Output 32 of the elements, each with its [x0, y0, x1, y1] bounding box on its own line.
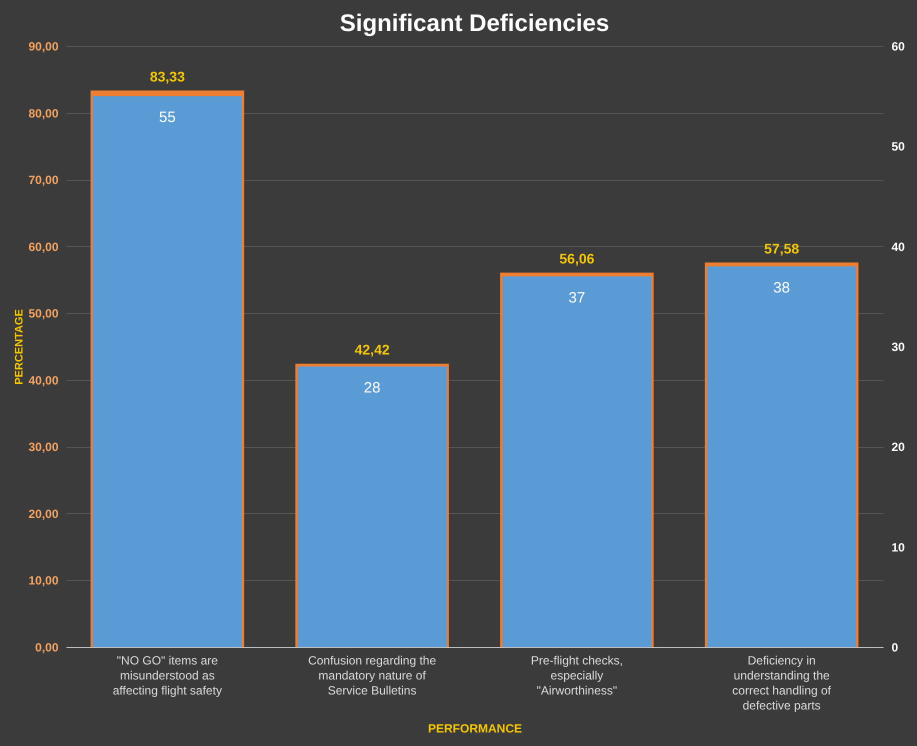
data-label: 83,33: [150, 68, 186, 85]
y-tick-label: 0,00: [35, 640, 59, 654]
y2-tick-label: 20: [892, 440, 906, 454]
chart-title: Significant Deficiencies: [340, 10, 610, 37]
y-tick-label: 90,00: [28, 40, 59, 54]
x-tick-label: Confusion regarding the mandatory nature of Service Bulletins: [308, 654, 436, 698]
x-axis-title: PERFORMANCE: [428, 722, 522, 736]
y-tick-label: 20,00: [28, 506, 59, 521]
y-tick-label: 50,00: [28, 306, 59, 321]
y2-tick-label: 50: [892, 140, 906, 154]
y-tick-label: 80,00: [28, 106, 59, 120]
data-label: 37: [568, 289, 586, 306]
y-tick-label: 70,00: [28, 173, 59, 188]
data-label: 42,42: [354, 342, 390, 358]
x-tick-label: Pre-flight checks, especially "Airworthiness": [530, 654, 623, 698]
x-tick-label: "NO GO" items are misunderstood as affecting flight safety: [112, 654, 222, 698]
data-label: 38: [773, 279, 790, 296]
data-label: 56,06: [559, 250, 595, 267]
data-label: 57,58: [764, 240, 800, 256]
x-tick-label: Deficiency in understanding the correct handling of defective parts: [732, 654, 832, 712]
y-tick-label: 30,00: [28, 440, 59, 454]
y-tick-label: 40,00: [28, 373, 59, 388]
y-tick-label: 60,00: [28, 240, 59, 254]
y2-tick-label: 30: [892, 340, 906, 354]
y-axis-title: PERCENTAGE: [13, 309, 26, 385]
y2-tick-label: 0: [892, 640, 898, 654]
y-tick-label: 10,00: [28, 574, 59, 588]
y2-tick-label: 40: [892, 240, 906, 254]
y2-tick-label: 10: [892, 540, 906, 554]
data-label: 28: [364, 380, 380, 397]
y2-tick-label: 60: [892, 40, 906, 54]
data-label: 55: [159, 109, 176, 126]
